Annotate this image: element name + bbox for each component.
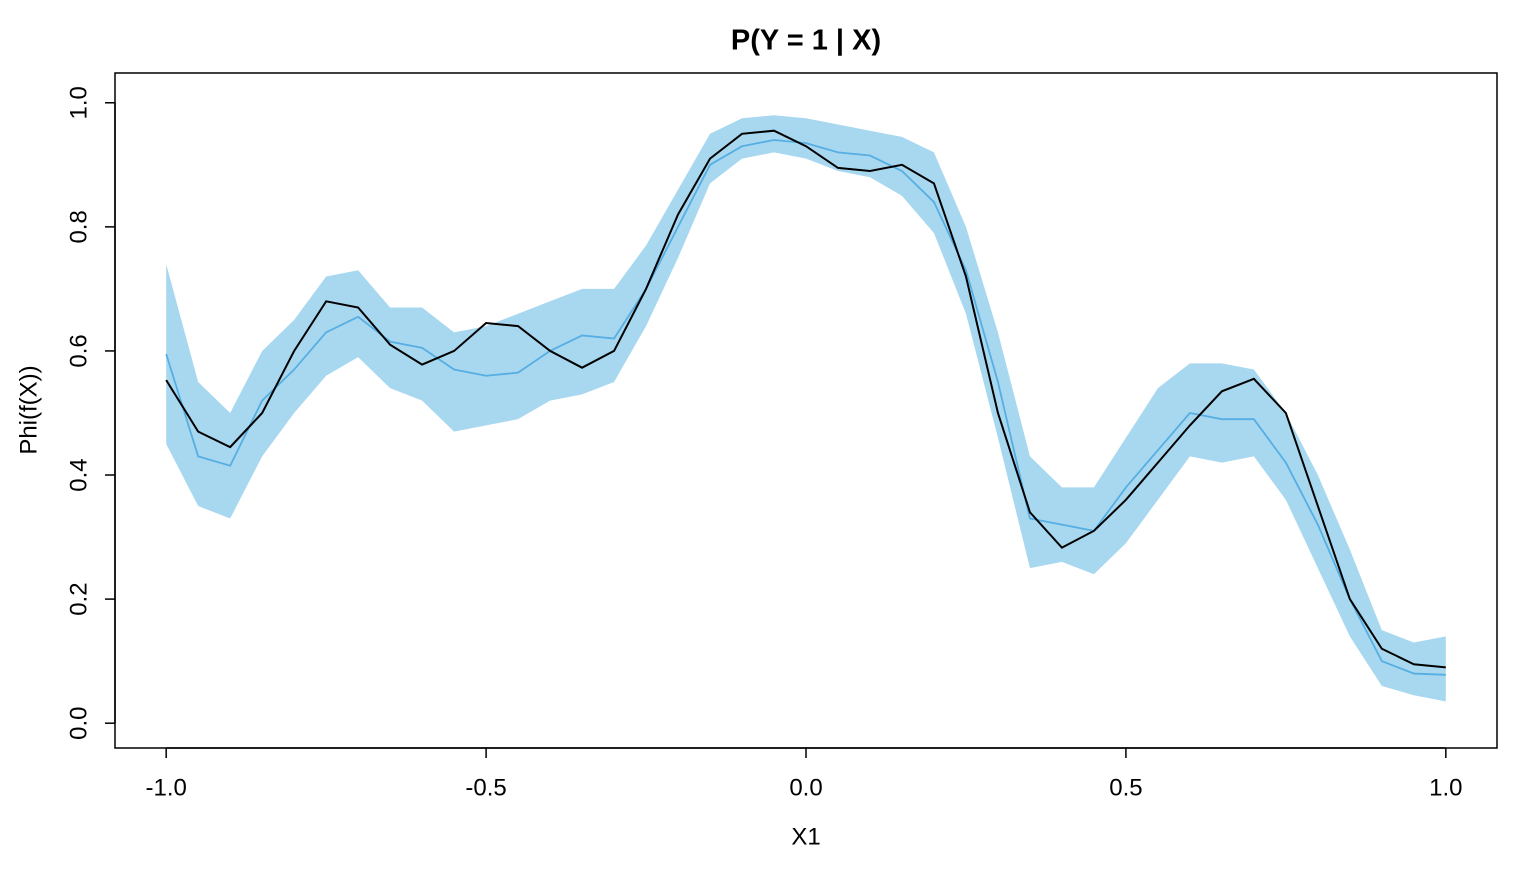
series-line — [165, 129, 1446, 669]
x-tick-label: 1.0 — [1429, 774, 1462, 801]
y-tick-label: 0.0 — [65, 706, 92, 739]
y-tick-label: 0.6 — [65, 334, 92, 367]
x-axis-label: X1 — [791, 823, 820, 850]
credible-band — [166, 115, 1446, 702]
y-tick-label: 0.8 — [65, 210, 92, 243]
plot-frame — [114, 72, 1498, 749]
chart-title: P(Y = 1 | X) — [731, 25, 881, 57]
y-tick-label: 1.0 — [65, 86, 92, 119]
y-tick-label: 0.2 — [65, 582, 92, 615]
x-tick-label: 0.5 — [1109, 774, 1142, 801]
y-tick-label: 0.4 — [65, 458, 92, 491]
x-tick-label: 0.0 — [789, 774, 822, 801]
x-tick-label: -1.0 — [146, 774, 187, 801]
x-tick-label: -0.5 — [465, 774, 506, 801]
y-axis-label: Phi(f(X)) — [15, 365, 42, 454]
